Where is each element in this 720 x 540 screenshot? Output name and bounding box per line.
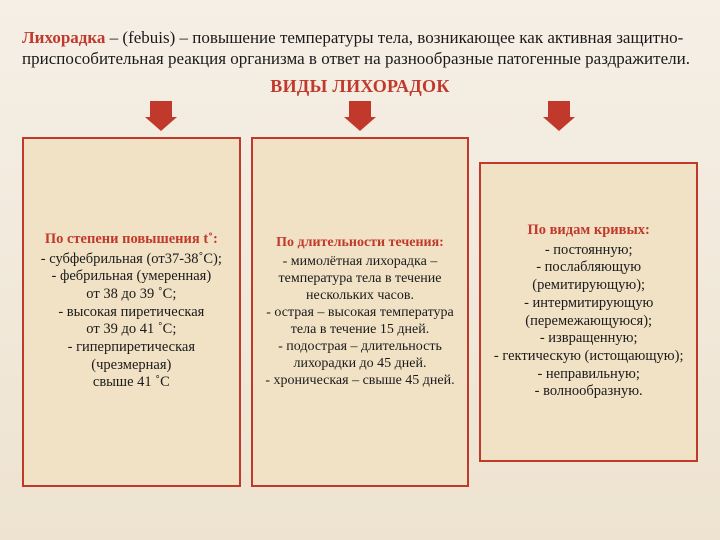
card-item: - послабляющую (ремитирующую); [489, 259, 688, 294]
card-item: - субфебрильная (от37-38˚С); [32, 251, 231, 269]
card-item: свыше 41 ˚С [32, 374, 231, 392]
card-item: - извращенную; [489, 330, 688, 348]
arrow-head [145, 117, 177, 131]
category-card: По степени повышения t˚: - субфебрильная… [22, 137, 241, 487]
card-item: - гиперпиретическая (чрезмерная) [32, 339, 231, 374]
columns-row: По степени повышения t˚: - субфебрильная… [22, 137, 698, 487]
category-card: По длительности течения: - мимолётная ли… [251, 137, 470, 487]
card-item: - интермитирующую (перемежающуюся); [489, 295, 688, 330]
slide-content: Лихорадка – (febuis) – повышение темпера… [0, 0, 720, 495]
card-item: - хроническая – свыше 45 дней. [261, 372, 460, 389]
card-title: По степени повышения t˚: [32, 231, 231, 249]
category-card: По видам кривых: - постоянную; - послабл… [479, 162, 698, 462]
arrow-shaft [548, 101, 570, 117]
arrows-row [22, 101, 698, 131]
card-title: По видам кривых: [489, 222, 688, 240]
section-title: ВИДЫ ЛИХОРАДОК [22, 76, 698, 97]
arrow-head [344, 117, 376, 131]
arrow-head [543, 117, 575, 131]
card-item: - постоянную; [489, 242, 688, 260]
card-item: - острая – высокая температура тела в те… [261, 304, 460, 338]
arrow-shaft [150, 101, 172, 117]
card-item: от 39 до 41 ˚С; [32, 321, 231, 339]
card-item: - неправильную; [489, 366, 688, 384]
arrow-icon [145, 101, 177, 131]
arrow-shaft [349, 101, 371, 117]
intro-paragraph: Лихорадка – (febuis) – повышение темпера… [22, 27, 698, 70]
card-item: - высокая пиретическая [32, 304, 231, 322]
card-item: - фебрильная (умеренная) [32, 268, 231, 286]
intro-term: Лихорадка [22, 28, 105, 47]
card-title: По длительности течения: [261, 234, 460, 251]
card-item: - волнообразную. [489, 383, 688, 401]
intro-rest: – (febuis) – повышение температуры тела,… [22, 28, 690, 68]
card-item: - подострая – длительность лихорадки до … [261, 338, 460, 372]
card-item: от 38 до 39 ˚С; [32, 286, 231, 304]
arrow-icon [543, 101, 575, 131]
card-item: - мимолётная лихорадка – температура тел… [261, 253, 460, 304]
card-item: - гектическую (истощающую); [489, 348, 688, 366]
arrow-icon [344, 101, 376, 131]
